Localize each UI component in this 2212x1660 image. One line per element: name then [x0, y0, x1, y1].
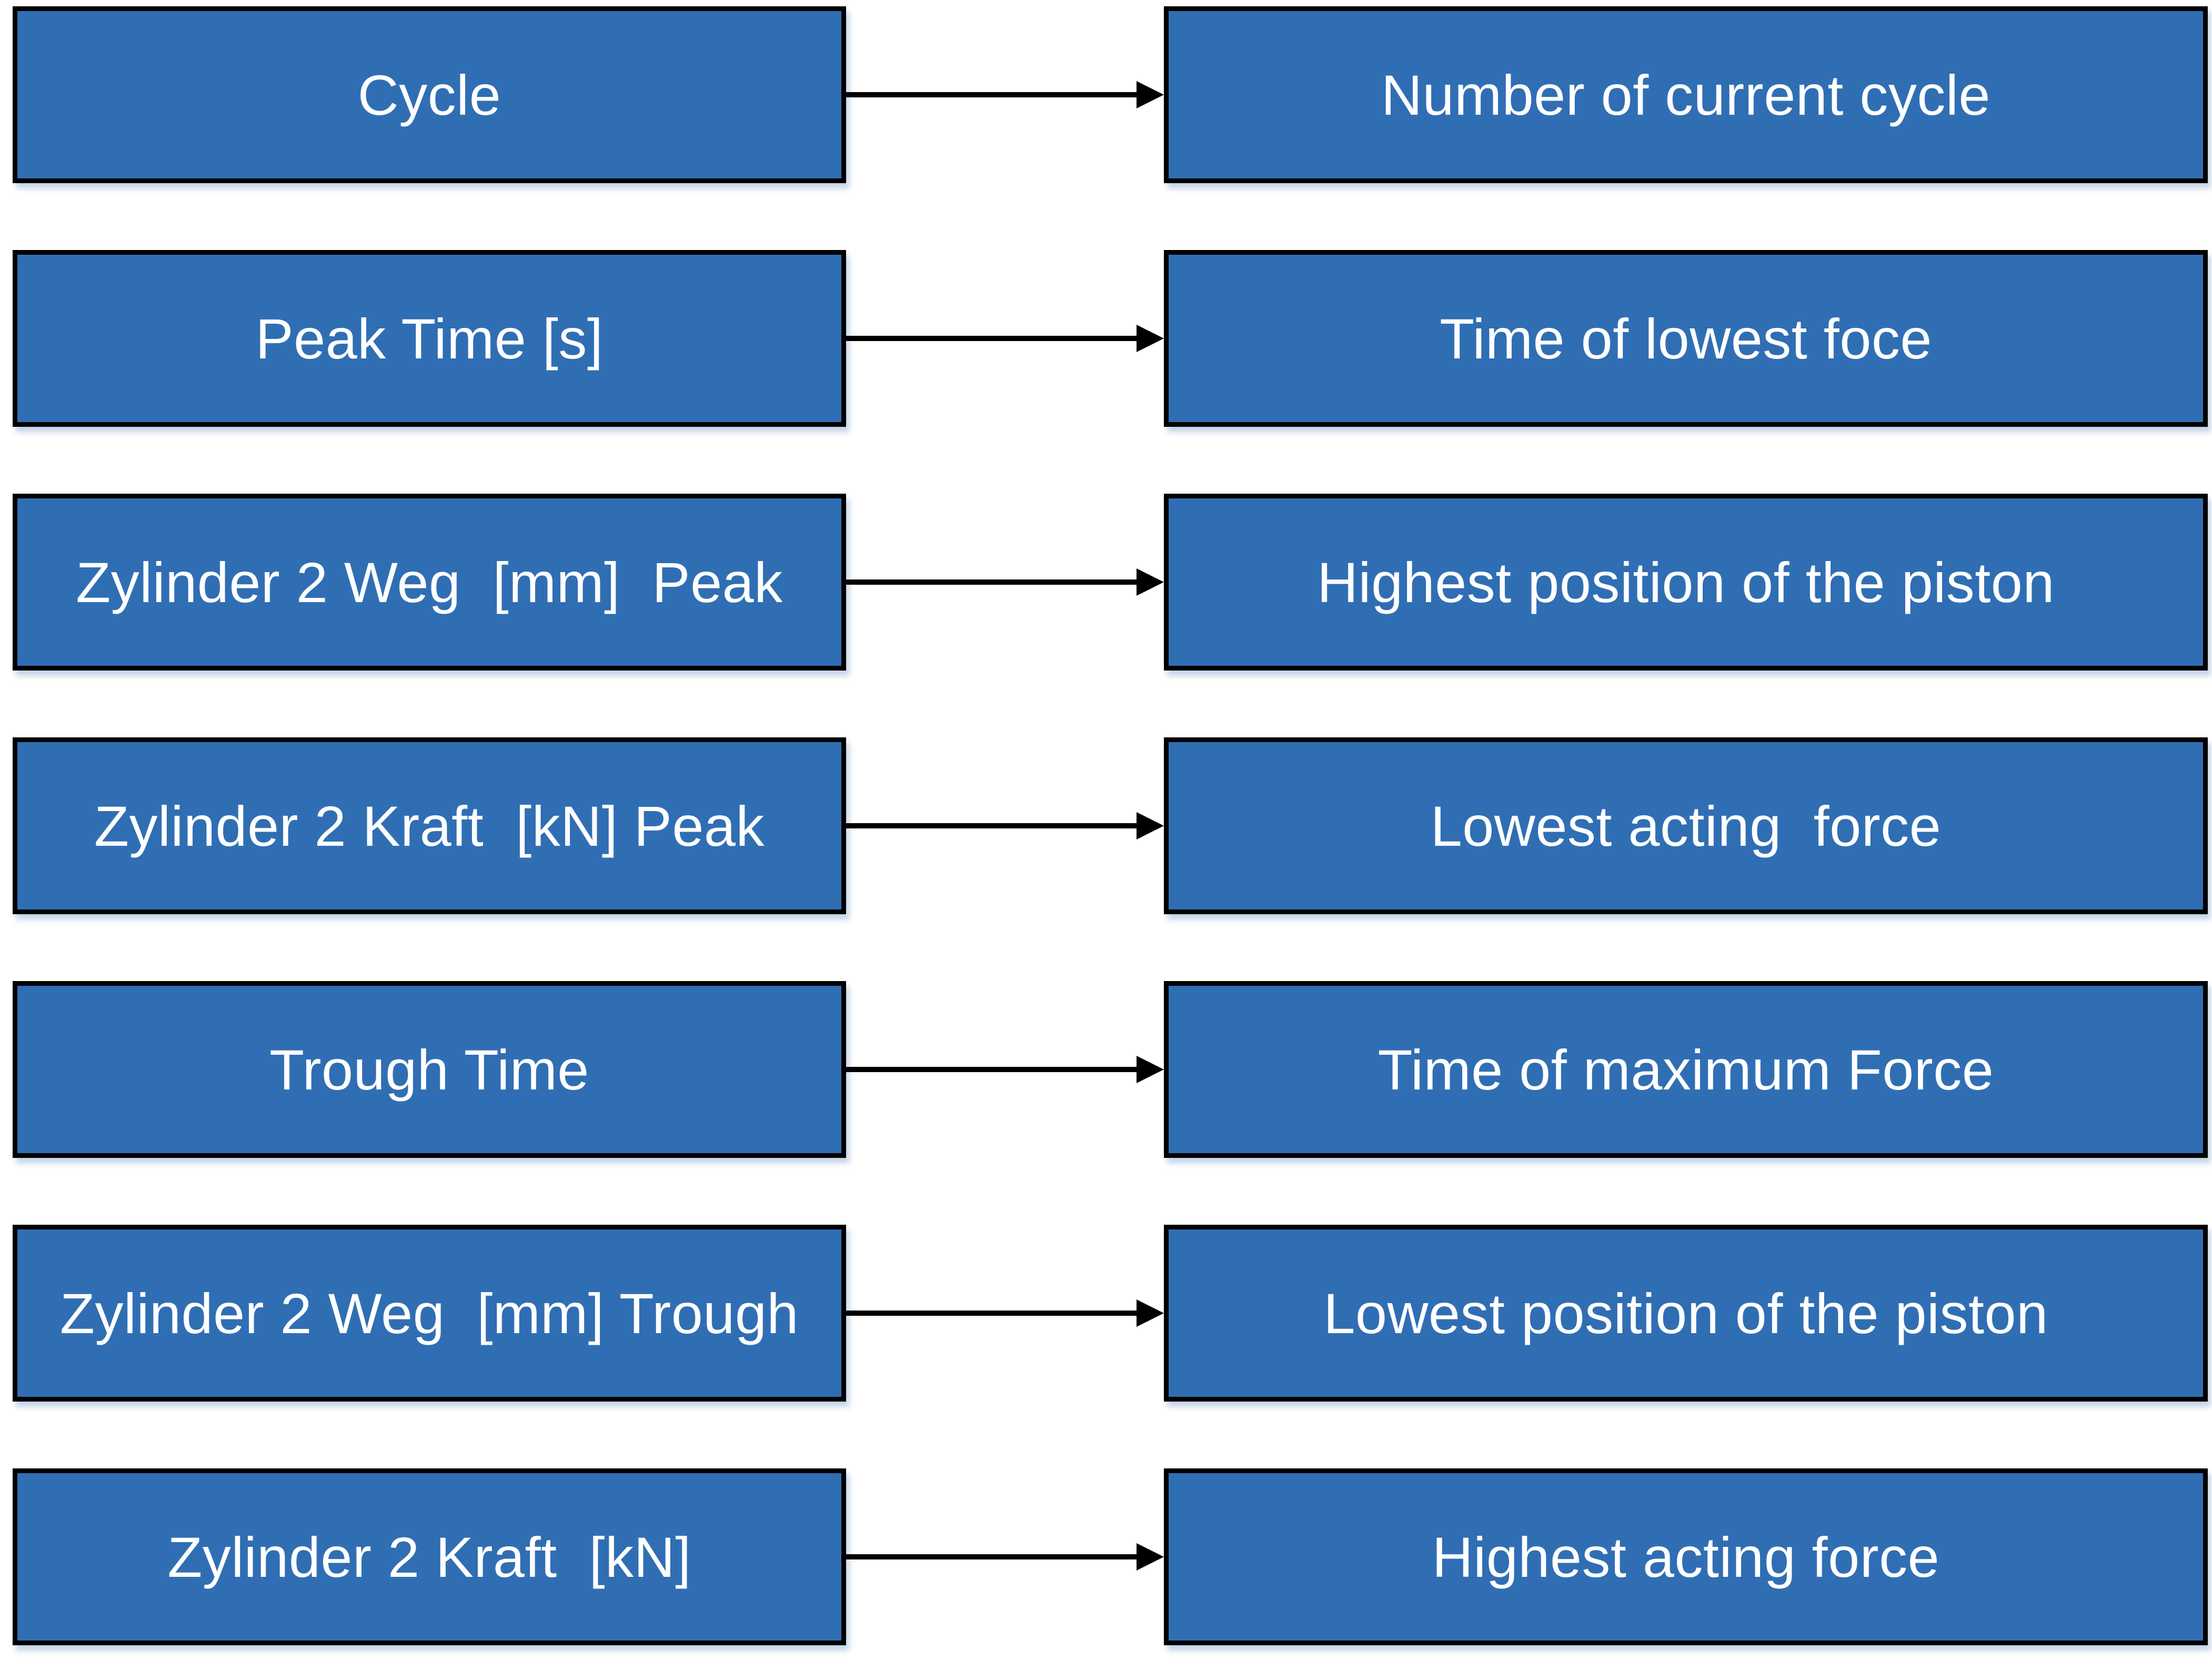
- arrow-shaft: [846, 823, 1139, 828]
- arrow-head-icon: [1137, 81, 1164, 108]
- target-box: Highest acting force: [1164, 1468, 2208, 1645]
- source-box: Trough Time: [13, 981, 846, 1158]
- source-box: Zylinder 2 Weg [mm] Peak: [13, 494, 846, 671]
- mapping-row: Zylinder 2 Kraft [kN] Highest acting for…: [0, 1468, 2212, 1645]
- arrow-head-icon: [1137, 812, 1164, 839]
- arrow-shaft: [846, 579, 1139, 585]
- arrow-connector: [846, 1543, 1164, 1571]
- mapping-row: Zylinder 2 Weg [mm] Peak Highest positio…: [0, 494, 2212, 671]
- arrow-head-icon: [1137, 568, 1164, 596]
- mapping-row: Peak Time [s] Time of lowest foce: [0, 250, 2212, 427]
- mapping-row: Zylinder 2 Kraft [kN] Peak Lowest acting…: [0, 737, 2212, 914]
- arrow-connector: [846, 325, 1164, 352]
- arrow-shaft: [846, 1554, 1139, 1559]
- arrow-shaft: [846, 92, 1139, 97]
- arrow-shaft: [846, 1311, 1139, 1316]
- arrow-shaft: [846, 1067, 1139, 1072]
- target-box: Number of current cycle: [1164, 6, 2208, 183]
- arrow-head-icon: [1137, 1299, 1164, 1327]
- arrow-connector: [846, 1299, 1164, 1327]
- arrow-connector: [846, 1056, 1164, 1083]
- target-box: Lowest acting force: [1164, 737, 2208, 914]
- arrow-head-icon: [1137, 325, 1164, 352]
- arrow-shaft: [846, 336, 1139, 341]
- target-box: Lowest position of the piston: [1164, 1225, 2208, 1402]
- arrow-head-icon: [1137, 1056, 1164, 1083]
- arrow-connector: [846, 812, 1164, 839]
- source-box: Zylinder 2 Weg [mm] Trough: [13, 1225, 846, 1402]
- source-box: Peak Time [s]: [13, 250, 846, 427]
- target-box: Time of lowest foce: [1164, 250, 2208, 427]
- target-box: Highest position of the piston: [1164, 494, 2208, 671]
- arrow-head-icon: [1137, 1543, 1164, 1571]
- source-box: Cycle: [13, 6, 846, 183]
- mapping-row: Trough Time Time of maximum Force: [0, 981, 2212, 1158]
- arrow-connector: [846, 81, 1164, 108]
- source-box: Zylinder 2 Kraft [kN] Peak: [13, 737, 846, 914]
- mapping-row: Zylinder 2 Weg [mm] Trough Lowest positi…: [0, 1225, 2212, 1402]
- source-box: Zylinder 2 Kraft [kN]: [13, 1468, 846, 1645]
- target-box: Time of maximum Force: [1164, 981, 2208, 1158]
- mapping-row: Cycle Number of current cycle: [0, 6, 2212, 183]
- arrow-connector: [846, 568, 1164, 596]
